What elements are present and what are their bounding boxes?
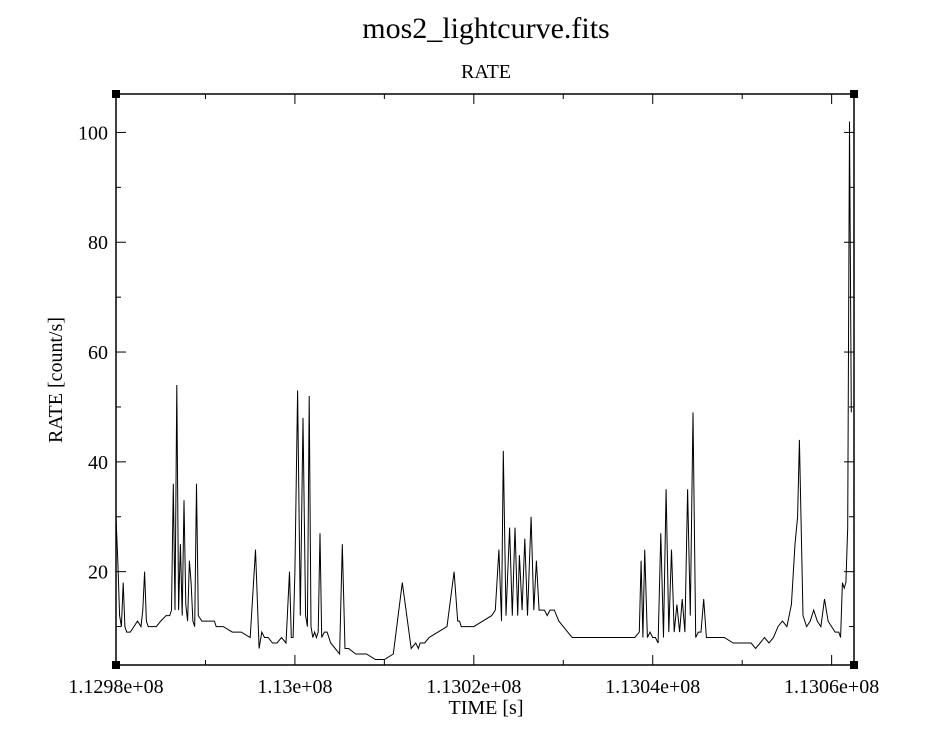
x-tick-label: 1.1304e+08 xyxy=(605,676,700,698)
x-axis-label: TIME [s] xyxy=(449,697,524,719)
plot-frame xyxy=(115,93,855,666)
chart-subtitle: RATE xyxy=(461,61,511,83)
y-tick-label: 60 xyxy=(88,342,108,364)
corner-handles xyxy=(112,90,858,669)
corner-handle xyxy=(112,90,120,98)
y-tick-label: 100 xyxy=(78,122,108,144)
y-tick-label: 40 xyxy=(88,452,108,474)
corner-handle xyxy=(850,661,858,669)
rate-series-line xyxy=(115,121,852,660)
x-tick-label: 1.1306e+08 xyxy=(784,676,879,698)
x-tick-label: 1.1302e+08 xyxy=(426,676,521,698)
x-axis-ticks: 1.1298e+08 1.13e+08 1.1302e+08 1.1304e+08 1.… xyxy=(68,94,879,698)
y-axis-ticks: 20 40 60 80 100 xyxy=(78,122,854,628)
corner-handle xyxy=(112,661,120,669)
y-axis-label: RATE [count/s] xyxy=(45,317,67,443)
chart-title: mos2_lightcurve.fits xyxy=(362,12,609,45)
x-tick-label: 1.13e+08 xyxy=(257,676,332,698)
corner-handle xyxy=(850,90,858,98)
y-tick-label: 80 xyxy=(88,232,108,254)
x-tick-label: 1.1298e+08 xyxy=(68,676,163,698)
y-tick-label: 20 xyxy=(88,562,108,584)
